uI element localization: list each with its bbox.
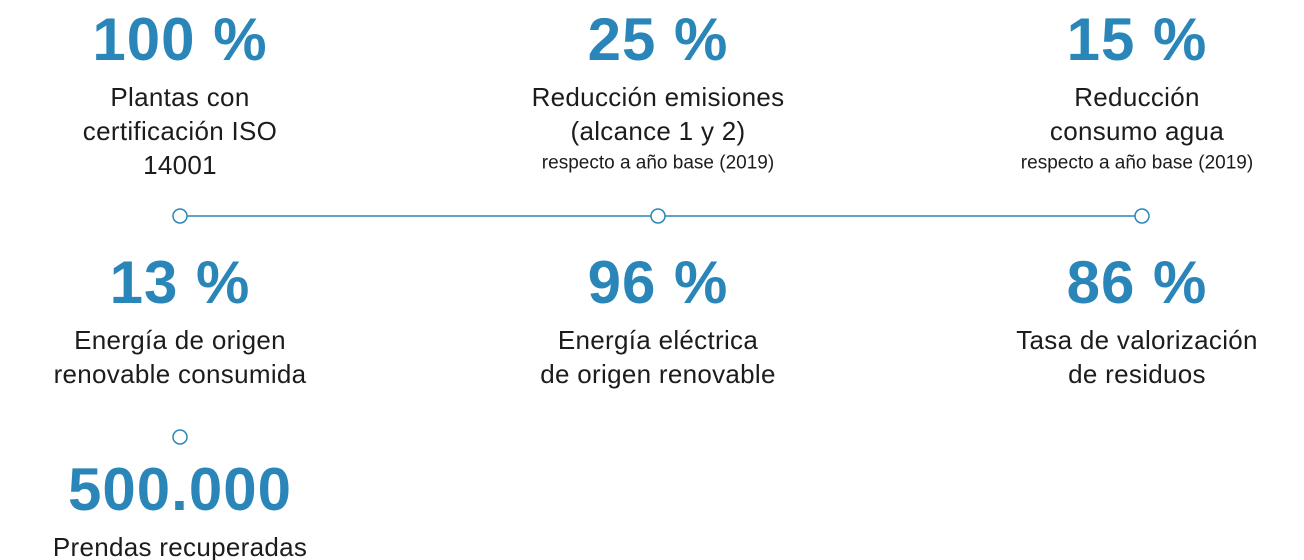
kpi-value: 15 %	[1066, 6, 1208, 73]
node	[172, 429, 188, 445]
kpi-value: 25 %	[587, 6, 729, 73]
kpi-label: Tasa de valorización	[1016, 325, 1258, 355]
kpi-label: 14001	[143, 150, 217, 180]
kpi-value: 13 %	[109, 249, 251, 316]
kpi-label: renovable consumida	[53, 359, 307, 389]
kpi-label: consumo agua	[1049, 116, 1225, 146]
kpi-value: 86 %	[1066, 249, 1208, 316]
kpi-label: (alcance 1 y 2)	[570, 116, 746, 146]
kpi-label: Energía eléctrica	[557, 325, 759, 355]
kpi-note: respecto a año base (2019)	[541, 152, 775, 174]
node	[172, 208, 188, 224]
kpi-note: respecto a año base (2019)	[1020, 152, 1254, 174]
kpi-label: Reducción	[1074, 82, 1200, 112]
kpi-label: de residuos	[1068, 359, 1206, 389]
kpi-value: 96 %	[587, 249, 729, 316]
kpi-label: Reducción emisiones	[531, 82, 785, 112]
kpi-label: Energía de origen	[74, 325, 286, 355]
kpi-label: Prendas recuperadas	[52, 532, 308, 560]
node	[1134, 208, 1150, 224]
kpi-label: certificación ISO	[82, 116, 278, 146]
node	[650, 208, 666, 224]
kpi-label: de origen renovable	[540, 359, 776, 389]
kpi-value: 500.000	[68, 456, 292, 523]
kpi-label: Plantas con	[110, 82, 250, 112]
kpi-value: 100 %	[92, 6, 268, 73]
